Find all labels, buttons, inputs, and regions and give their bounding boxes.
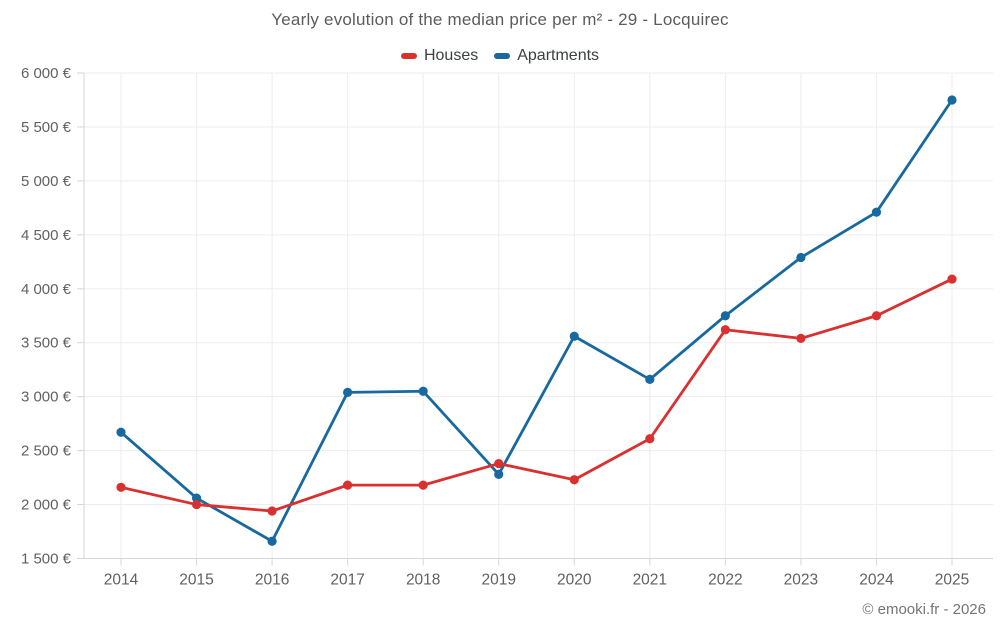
x-tick-label: 2018 <box>406 572 440 589</box>
y-tick-label: 2 000 € <box>21 497 72 514</box>
houses-point <box>947 274 957 284</box>
chart-title: Yearly evolution of the median price per… <box>271 10 729 29</box>
legend: Houses Apartments <box>0 45 1000 67</box>
houses-point <box>116 482 126 492</box>
y-tick-label: 2 500 € <box>21 443 72 460</box>
houses-point <box>343 480 353 490</box>
apartments-point <box>871 207 882 217</box>
legend-label: Houses <box>423 47 479 64</box>
x-tick-label: 2021 <box>633 572 667 589</box>
x-tick-label: 2017 <box>330 572 364 589</box>
legend-label: Apartments <box>517 47 600 64</box>
houses-line <box>119 277 954 513</box>
apartments-point <box>947 95 957 105</box>
houses-point <box>720 325 730 335</box>
y-tick-label: 4 500 € <box>21 227 72 244</box>
houses-point <box>569 475 579 485</box>
apartments-point <box>418 386 428 396</box>
legend-swatch-icon <box>400 53 417 59</box>
houses-point <box>796 333 806 344</box>
copyright-footer: © emooki.fr - 2026 <box>862 601 986 618</box>
x-tick-label: 2019 <box>481 572 515 589</box>
x-tick-label: 2023 <box>784 572 818 589</box>
apartments-point <box>343 387 353 397</box>
x-tick-label: 2016 <box>255 572 289 589</box>
x-tick-label: 2015 <box>179 572 213 589</box>
y-tick-label: 5 500 € <box>21 119 72 136</box>
apartments-point <box>267 536 277 546</box>
x-tick-label: 2020 <box>557 572 592 589</box>
y-tick-label: 1 500 € <box>21 551 72 568</box>
apartments-point <box>796 252 806 263</box>
houses-point <box>494 458 504 469</box>
apartments-point <box>191 493 202 503</box>
apartments-point <box>494 469 504 479</box>
x-tick-label: 2024 <box>859 572 894 589</box>
legend-item-apartments[interactable]: Apartments <box>494 47 599 65</box>
legend-swatch-icon <box>494 53 511 59</box>
y-tick-label: 3 000 € <box>21 389 72 406</box>
y-tick-label: 4 000 € <box>21 281 72 298</box>
x-tick-label: 2014 <box>104 572 139 589</box>
houses-point <box>418 480 428 490</box>
houses-point <box>191 499 202 510</box>
houses-point <box>645 434 655 444</box>
apartments-point <box>720 311 730 321</box>
x-tick-label: 2022 <box>708 572 742 589</box>
apartments-point <box>645 374 655 385</box>
y-tick-label: 6 000 € <box>21 65 72 82</box>
houses-point <box>267 506 277 516</box>
apartments-point <box>116 427 126 437</box>
apartments-point <box>569 331 579 341</box>
apartments-line <box>119 98 954 543</box>
x-tick-label: 2025 <box>935 572 969 589</box>
y-tick-label: 5 000 € <box>21 173 72 190</box>
y-tick-label: 3 500 € <box>21 335 72 352</box>
houses-point <box>871 311 882 321</box>
legend-item-houses[interactable]: Houses <box>400 47 479 65</box>
